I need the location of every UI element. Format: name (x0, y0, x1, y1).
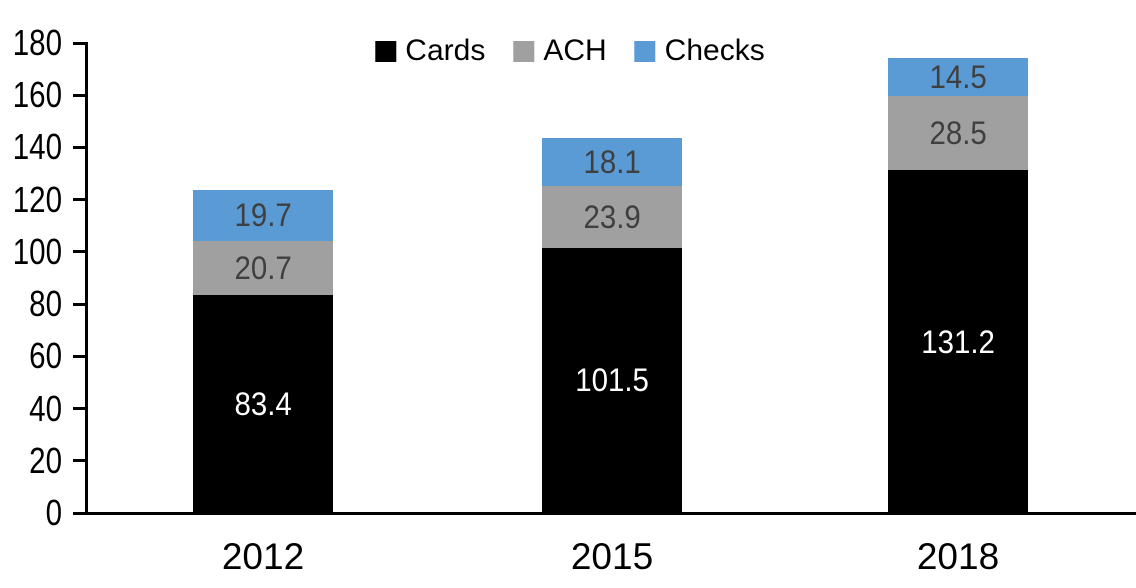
x-axis-label-2012: 2012 (221, 536, 305, 577)
legend-swatch-icon-ach (513, 40, 535, 62)
bar-value-label: 20.7 (234, 250, 292, 287)
chart-legend: Cards ACH Checks (375, 34, 765, 67)
y-tick-label: 80 (29, 283, 63, 325)
bar-value-label: 131.2 (921, 323, 995, 360)
legend-item-cards: Cards (375, 36, 485, 66)
y-tick-mark (73, 250, 85, 254)
bar-2015-segment-checks: 18.1 (542, 138, 682, 186)
legend-label: Cards (405, 34, 486, 67)
bar-value-label: 19.7 (234, 197, 292, 234)
y-tick-label: 0 (45, 492, 62, 533)
bar-value-label: 14.5 (929, 59, 987, 96)
y-tick-label: 180 (12, 22, 62, 63)
x-axis-label-2015: 2015 (570, 536, 654, 577)
y-tick-label: 40 (29, 387, 63, 429)
legend-item-ach: ACH (513, 34, 607, 67)
y-tick-label: 140 (12, 126, 62, 168)
bar-value-label: 23.9 (583, 198, 641, 235)
bar-value-label: 83.4 (234, 386, 292, 423)
y-tick-mark (73, 407, 85, 411)
x-axis-line (85, 512, 1136, 515)
bar-value-label: 28.5 (929, 115, 987, 152)
bar-2018-segment-cards: 131.2 (888, 170, 1028, 513)
y-tick-label: 160 (12, 74, 62, 116)
bar-2012-segment-ach: 20.7 (193, 241, 333, 296)
legend-item-checks: Checks (634, 34, 765, 67)
legend-swatch-icon-checks (634, 40, 656, 62)
y-tick-label: 120 (12, 178, 62, 220)
y-tick-mark (73, 354, 85, 358)
bar-2018-segment-checks: 14.5 (888, 58, 1028, 96)
x-axis-label-2018: 2018 (916, 536, 1000, 577)
bar-2018-segment-ach: 28.5 (888, 96, 1028, 171)
legend-label: Checks (664, 34, 765, 67)
y-tick-mark (73, 459, 85, 463)
bar-value-label: 101.5 (575, 362, 649, 399)
y-tick-mark (73, 145, 85, 149)
y-tick-label: 60 (29, 335, 63, 377)
bar-2012-segment-cards: 83.4 (193, 295, 333, 513)
y-tick-mark (73, 302, 85, 306)
y-tick-label: 20 (29, 439, 63, 481)
y-axis-line (85, 42, 88, 515)
bar-value-label: 18.1 (583, 143, 641, 180)
legend-swatch-icon-cards (375, 40, 397, 62)
bar-2015-segment-cards: 101.5 (542, 247, 682, 513)
y-tick-mark (73, 511, 85, 515)
bar-2015-segment-ach: 23.9 (542, 185, 682, 248)
y-tick-mark (73, 93, 85, 97)
y-tick-mark (73, 198, 85, 202)
y-tick-mark (73, 41, 85, 45)
y-tick-label: 100 (12, 230, 62, 272)
legend-label: ACH (543, 34, 607, 67)
bar-2012-segment-checks: 19.7 (193, 189, 333, 242)
